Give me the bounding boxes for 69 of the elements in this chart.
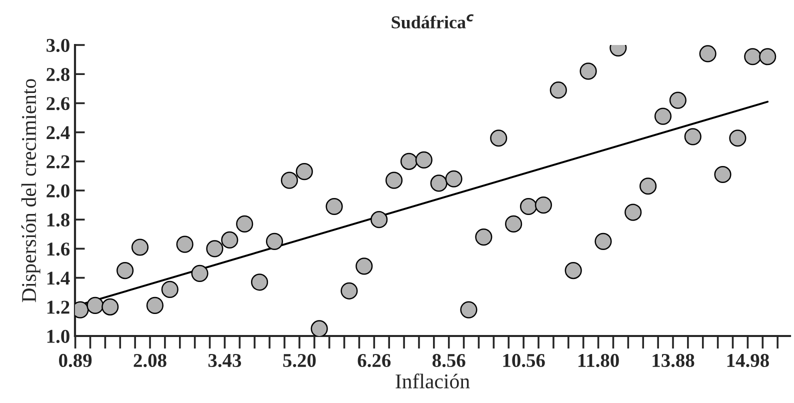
y-tick-label: 2.6	[46, 97, 70, 110]
y-tick-label: 2.8	[46, 68, 70, 82]
point	[759, 48, 776, 66]
point	[430, 174, 448, 192]
point	[131, 238, 149, 256]
x-tick-label: 0.89	[59, 354, 92, 368]
point	[191, 264, 208, 282]
x-tick-label: 6.26	[358, 354, 391, 368]
point	[475, 228, 492, 246]
point	[714, 166, 732, 184]
point	[415, 151, 432, 168]
y-tick-label: 1.0	[47, 330, 70, 344]
point	[296, 163, 313, 180]
point	[146, 296, 164, 314]
point	[534, 196, 552, 214]
point	[176, 236, 194, 253]
x-tick-label: 8.56	[432, 354, 466, 368]
point	[580, 62, 597, 80]
point	[669, 92, 686, 109]
point	[624, 204, 642, 221]
x-tick-label: 3.43	[208, 354, 242, 368]
point	[116, 262, 134, 280]
x-tick-label: 13.88	[652, 354, 694, 368]
y-tick-label: 2.0	[46, 184, 70, 198]
point	[490, 130, 508, 147]
point	[340, 282, 358, 300]
point	[550, 82, 567, 99]
point	[250, 274, 268, 291]
y-tick-label: 3.0	[46, 38, 70, 52]
point	[221, 231, 238, 249]
y-tick-label: 1.6	[47, 242, 70, 256]
y-tick-label: 2.4	[46, 126, 70, 140]
y-tick-label: 2.2	[46, 155, 70, 168]
point	[699, 45, 716, 62]
point	[729, 130, 746, 147]
point	[161, 280, 178, 298]
point	[385, 172, 403, 189]
point	[684, 128, 702, 146]
point	[564, 262, 582, 280]
x-tick-label: 5.20	[283, 354, 316, 368]
point	[594, 232, 612, 250]
point	[236, 215, 254, 233]
point	[280, 172, 298, 189]
y-tick-label: 1.8	[47, 213, 70, 227]
point	[102, 298, 119, 316]
x-tick-label: 2.08	[134, 354, 166, 368]
point	[370, 211, 388, 228]
point	[520, 198, 538, 216]
point	[445, 170, 462, 188]
x-tick-label: 14.98	[727, 354, 769, 368]
x-axis-title: Inflación	[396, 374, 470, 388]
y-tick-label: 1.2	[47, 300, 70, 314]
point	[505, 215, 522, 233]
point	[460, 301, 478, 318]
point	[654, 108, 672, 125]
point	[356, 258, 373, 275]
y-axis-title: Dispersión del crecimiento	[21, 79, 40, 302]
point	[206, 240, 224, 258]
point	[266, 232, 284, 250]
point	[400, 152, 418, 170]
point	[326, 198, 343, 216]
point	[744, 48, 762, 66]
point	[310, 320, 328, 336]
point	[86, 296, 104, 314]
point	[640, 178, 657, 195]
x-tick-label: 10.56	[503, 354, 545, 368]
chart-title: Sudáfrica$^{c}$	[392, 14, 474, 28]
y-tick-label: 1.4	[47, 272, 70, 285]
x-tick-label: 11.80	[578, 354, 619, 368]
